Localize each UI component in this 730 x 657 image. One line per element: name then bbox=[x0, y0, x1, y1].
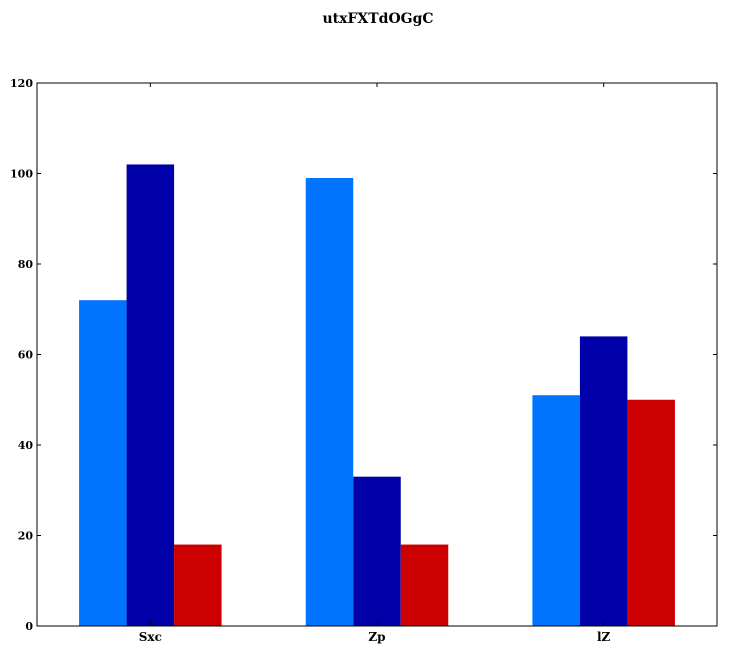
y-tick-label: 80 bbox=[18, 258, 34, 271]
x-tick-label: Zp bbox=[368, 630, 385, 644]
chart-title: utxFXTdOGgC bbox=[322, 11, 433, 27]
y-tick-label: 60 bbox=[18, 349, 34, 362]
x-axis: Sxc Zp lZ bbox=[139, 83, 611, 644]
y-tick-label: 100 bbox=[10, 168, 33, 181]
y-tick-label: 0 bbox=[25, 620, 33, 633]
y-axis: 0 20 40 60 80 100 120 bbox=[10, 77, 717, 633]
bar-Zp-series-1 bbox=[305, 178, 354, 626]
bars-layer bbox=[79, 164, 675, 626]
bar-lZ-series-3 bbox=[627, 399, 675, 626]
bar-Zp-series-2 bbox=[353, 476, 401, 626]
y-tick-label: 40 bbox=[18, 439, 34, 452]
bar-Sxc-series-3 bbox=[174, 544, 222, 626]
x-tick-label: lZ bbox=[597, 630, 611, 644]
bar-lZ-series-1 bbox=[532, 395, 580, 626]
bar-Sxc-series-2 bbox=[126, 164, 175, 626]
y-tick-label: 120 bbox=[10, 77, 33, 90]
bar-Zp-series-3 bbox=[400, 544, 449, 626]
bar-lZ-series-2 bbox=[579, 336, 628, 626]
y-tick-label: 20 bbox=[18, 530, 34, 543]
bar-Sxc-series-1 bbox=[79, 300, 127, 626]
x-tick-label: Sxc bbox=[139, 630, 162, 644]
